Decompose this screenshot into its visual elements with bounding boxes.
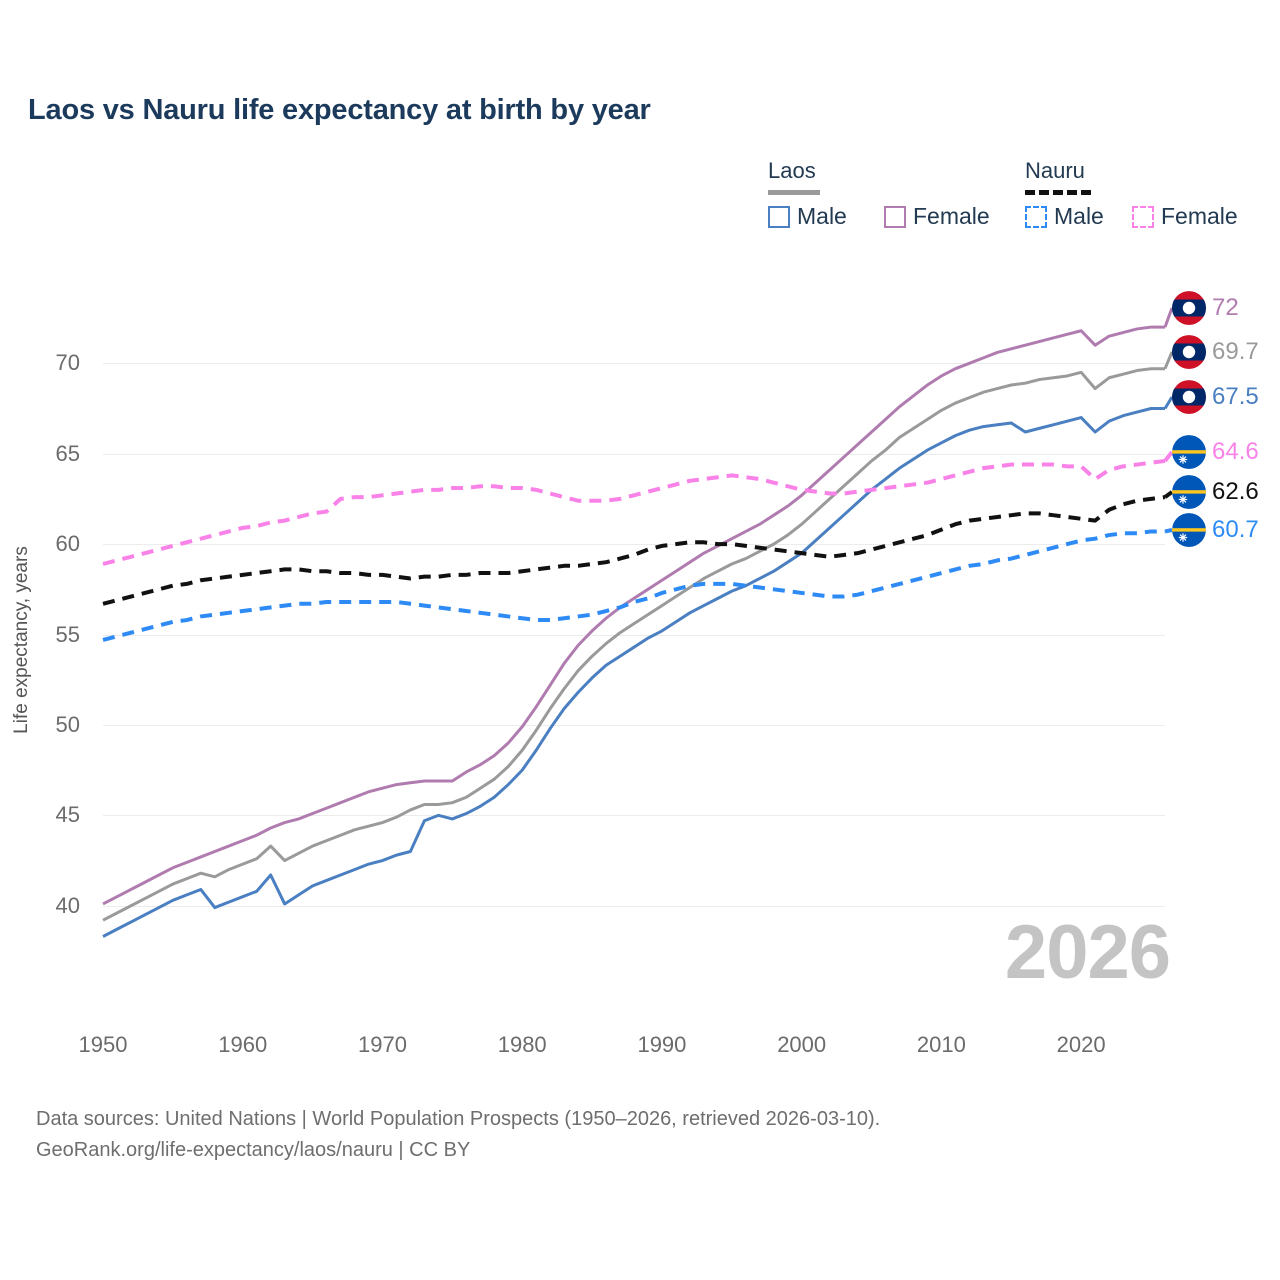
series-connector xyxy=(1163,396,1174,410)
series-line-laos-male xyxy=(102,406,1165,938)
gridline xyxy=(103,544,1165,546)
series-connector xyxy=(1164,528,1173,534)
series-line-nauru-total xyxy=(102,495,1166,606)
series-end-value: 67.5 xyxy=(1212,383,1259,410)
gridline xyxy=(103,453,1165,455)
x-axis-tick-label: 1950 xyxy=(78,1032,128,1057)
series-connector xyxy=(1163,307,1174,328)
x-axis-tick-label: 1960 xyxy=(218,1032,268,1057)
footer-line-2: GeoRank.org/life-expectancy/laos/nauru |… xyxy=(36,1139,471,1161)
series-end-value: 69.7 xyxy=(1212,338,1259,365)
series-end-value: 64.6 xyxy=(1212,438,1259,465)
laos-flag-icon xyxy=(1172,335,1206,369)
y-axis-tick-label: 40 xyxy=(55,892,80,918)
series-connector xyxy=(1163,351,1174,370)
series-end-label: 69.7 xyxy=(1172,335,1259,369)
series-end-value: 72 xyxy=(1212,294,1239,321)
y-axis-tick-label: 55 xyxy=(55,621,80,647)
footer-credits: Data sources: United Nations | World Pop… xyxy=(36,1104,880,1166)
legend-item-laos-female[interactable]: Female xyxy=(884,203,990,230)
series-end-label: 72 xyxy=(1172,291,1239,325)
legend-group-nauru-title: Nauru xyxy=(1025,158,1085,183)
series-end-label: 62.6 xyxy=(1172,475,1259,509)
y-axis-tick-label: 45 xyxy=(55,802,80,828)
chart-legend: Laos Nauru Male Female Male Female xyxy=(0,158,1280,238)
legend-group-nauru-rule xyxy=(1025,190,1091,195)
laos-flag-icon xyxy=(1172,291,1206,325)
legend-item-nauru-male[interactable]: Male xyxy=(1025,203,1104,230)
x-axis-tick-label: 2020 xyxy=(1056,1032,1106,1057)
series-end-label: 67.5 xyxy=(1172,380,1259,414)
series-end-label: 60.7 xyxy=(1172,513,1259,547)
x-axis-tick-label: 1980 xyxy=(497,1032,547,1057)
series-end-value: 62.6 xyxy=(1212,478,1259,505)
legend-label-laos-female: Female xyxy=(913,203,990,229)
gridline xyxy=(103,905,1165,907)
legend-group-laos-title: Laos xyxy=(768,158,816,183)
legend-label-nauru-male: Male xyxy=(1054,203,1104,229)
x-axis-tick-label: 2000 xyxy=(777,1032,827,1057)
series-line-nauru-female xyxy=(102,458,1166,566)
series-line-nauru-male xyxy=(102,529,1165,642)
series-end-label: 64.6 xyxy=(1172,435,1259,469)
legend-swatch-nauru-female-icon xyxy=(1132,205,1154,228)
series-end-value: 60.7 xyxy=(1212,516,1259,543)
gridline xyxy=(103,634,1165,636)
year-watermark: 2026 xyxy=(1004,910,1171,995)
legend-label-laos-male: Male xyxy=(797,203,847,229)
y-axis-tick-label: 50 xyxy=(55,711,80,737)
y-axis-tick-label: 65 xyxy=(55,440,80,466)
gridline xyxy=(103,363,1165,365)
series-connector xyxy=(1163,450,1174,463)
y-axis-ticks: 40 45 50 55 60 65 70 xyxy=(22,0,80,1280)
y-axis-tick-label: 60 xyxy=(55,531,80,557)
y-axis-tick-label: 70 xyxy=(55,350,80,376)
series-line-laos-female xyxy=(102,325,1165,906)
legend-group-laos-rule xyxy=(768,190,820,195)
x-axis-tick-label: 1970 xyxy=(357,1032,407,1057)
nauru-flag-icon xyxy=(1172,435,1206,469)
footer-line-1: Data sources: United Nations | World Pop… xyxy=(36,1108,881,1130)
x-axis-tick-label: 2010 xyxy=(916,1032,966,1057)
nauru-flag-icon xyxy=(1172,513,1206,547)
legend-swatch-laos-female-icon xyxy=(884,205,906,228)
nauru-flag-icon xyxy=(1172,475,1206,509)
legend-item-laos-male[interactable]: Male xyxy=(768,203,847,230)
gridline xyxy=(103,724,1165,726)
x-axis-tick-label: 1990 xyxy=(637,1032,687,1057)
legend-swatch-laos-male-icon xyxy=(768,205,790,228)
legend-swatch-nauru-male-icon xyxy=(1025,205,1047,228)
legend-label-nauru-female: Female xyxy=(1161,203,1238,229)
legend-item-nauru-female[interactable]: Female xyxy=(1132,203,1238,230)
laos-flag-icon xyxy=(1172,380,1206,414)
series-line-laos-total xyxy=(102,367,1165,922)
page-title: Laos vs Nauru life expectancy at birth b… xyxy=(28,94,651,126)
series-connector xyxy=(1163,490,1174,499)
gridline xyxy=(103,815,1165,817)
